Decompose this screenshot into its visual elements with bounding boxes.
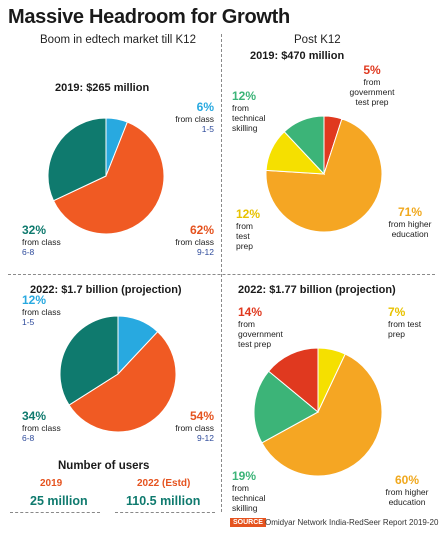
slice-range: 1-5 (22, 317, 35, 327)
chart2-slice-3 (59, 315, 119, 406)
users-2022-label: 2022 (Estd) (137, 478, 191, 489)
chart2-slice-label: 12% from class 1-5 (22, 293, 72, 328)
users-2022-value: 110.5 million (126, 494, 201, 508)
k12-heading: Boom in edtech market till K12 (40, 34, 196, 46)
users-heading: Number of users (58, 460, 150, 472)
chart3-slice-label: 71% from higher education (384, 205, 436, 240)
chart1-slice-label: 32% from class 6-8 (22, 223, 72, 258)
slice-pct: 62% (189, 223, 214, 237)
slice-desc: from technical skilling (232, 483, 266, 513)
chart3-slice-2 (265, 118, 383, 233)
postk12-heading: Post K12 (294, 34, 341, 46)
slice-desc: from higher education (388, 219, 432, 239)
page-title: Massive Headroom for Growth (8, 6, 290, 28)
chart2-title: 2022: $1.7 billion (projection) (30, 284, 182, 296)
chart4-slice-label: 14% from government test prep (238, 305, 298, 350)
chart3-slice-label: 12% from technical skilling (232, 89, 282, 134)
chart3-slice-label: 12% from test prep (236, 207, 266, 252)
chart4-slice-2 (261, 353, 383, 477)
chart4-slice-4 (267, 347, 319, 414)
chart1-title: 2019: $265 million (55, 82, 150, 94)
slice-range: 6-8 (22, 433, 35, 443)
slice-pct: 34% (22, 409, 47, 423)
horizontal-divider (8, 274, 435, 275)
chart1-slice-label: 6% from class 1-5 (166, 100, 214, 135)
chart2-slice-label: 54% from class 9-12 (166, 409, 214, 444)
slice-range: 6-8 (22, 247, 35, 257)
chart2-slice-2 (68, 331, 177, 433)
slice-range: 9-12 (196, 247, 214, 257)
chart1-slice-label: 62% from class 9-12 (166, 223, 214, 258)
users-rule (10, 512, 100, 513)
source-tag: SOURCE (230, 518, 266, 527)
chart4-title: 2022: $1.77 billion (projection) (238, 284, 396, 296)
slice-desc: from government test prep (349, 77, 395, 107)
slice-pct: 54% (189, 409, 214, 423)
source-text: Omidyar Network India-RedSeer Report 201… (265, 518, 439, 527)
slice-desc: from class (22, 237, 61, 247)
slice-pct: 32% (22, 223, 47, 237)
slice-pct: 14% (238, 305, 263, 319)
slice-desc: from class (175, 114, 214, 124)
users-2019-value: 25 million (30, 494, 88, 508)
slice-pct: 12% (236, 207, 261, 221)
chart4-slice-label: 60% from higher education (376, 473, 438, 508)
slice-pct: 12% (22, 293, 47, 307)
slice-pct: 5% (363, 63, 381, 77)
slice-pct: 71% (397, 205, 423, 219)
chart1-slice-3 (47, 117, 107, 202)
chart4-slice-3 (253, 370, 319, 444)
slice-desc: from test prep (236, 221, 254, 251)
slice-pct: 19% (232, 469, 257, 483)
vertical-divider (221, 34, 222, 512)
slice-range: 9-12 (196, 433, 214, 443)
chart3-slice-label: 5% from government test prep (344, 63, 400, 108)
chart2-slice-label: 34% from class 6-8 (22, 409, 72, 444)
slice-desc: from test prep (388, 319, 422, 339)
slice-desc: from class (22, 423, 61, 433)
chart3-title: 2019: $470 million (250, 50, 345, 62)
slice-desc: from class (22, 307, 61, 317)
slice-pct: 12% (232, 89, 257, 103)
chart4-slice-label: 19% from technical skilling (232, 469, 284, 514)
chart4-slice-label: 7% from test prep (388, 305, 428, 340)
slice-range: 1-5 (201, 124, 214, 134)
slice-desc: from government test prep (238, 319, 283, 349)
slice-desc: from class (175, 237, 214, 247)
slice-desc: from technical skilling (232, 103, 266, 133)
slice-desc: from higher education (385, 487, 429, 507)
users-rule (115, 512, 215, 513)
slice-desc: from class (175, 423, 214, 433)
chart1-slice-2 (52, 121, 165, 235)
chart3-slice-4 (283, 115, 325, 176)
users-2019-label: 2019 (40, 478, 63, 489)
slice-pct: 6% (196, 100, 214, 114)
slice-pct: 7% (388, 305, 406, 319)
slice-pct: 60% (394, 473, 420, 487)
